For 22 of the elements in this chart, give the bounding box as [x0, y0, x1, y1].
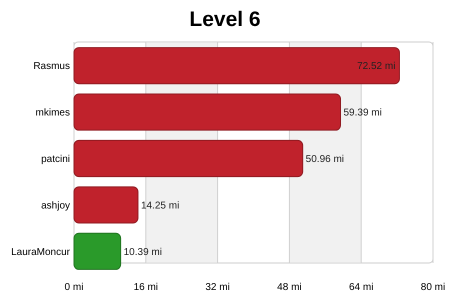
y-tick-label: mkimes — [36, 108, 70, 119]
bar — [74, 93, 342, 131]
x-tick-label: 80 mi — [420, 282, 446, 293]
bar — [74, 232, 122, 270]
y-tick-label: patcini — [41, 154, 70, 165]
data-label: 72.52 mi — [357, 61, 396, 72]
data-label: 50.96 mi — [306, 154, 344, 165]
y-tick-label: Rasmus — [33, 61, 70, 72]
bar — [74, 140, 304, 178]
x-tick-label: 64 mi — [348, 282, 374, 293]
y-tick-label: LauraMoncur — [11, 246, 71, 258]
x-tick-label: 16 mi — [134, 282, 158, 293]
y-tick-label: ashjoy — [41, 200, 70, 212]
data-label: 59.39 mi — [344, 108, 382, 119]
bar — [74, 186, 138, 224]
chart-title: Level 6 — [189, 8, 261, 31]
x-tick-label: 32 mi — [205, 282, 230, 293]
data-label: 10.39 mi — [124, 246, 162, 258]
bar — [74, 47, 400, 84]
data-label: 14.25 mi — [140, 200, 180, 212]
x-tick-label: 48 mi — [277, 282, 302, 293]
x-tick-label: 0 mi — [64, 282, 84, 293]
